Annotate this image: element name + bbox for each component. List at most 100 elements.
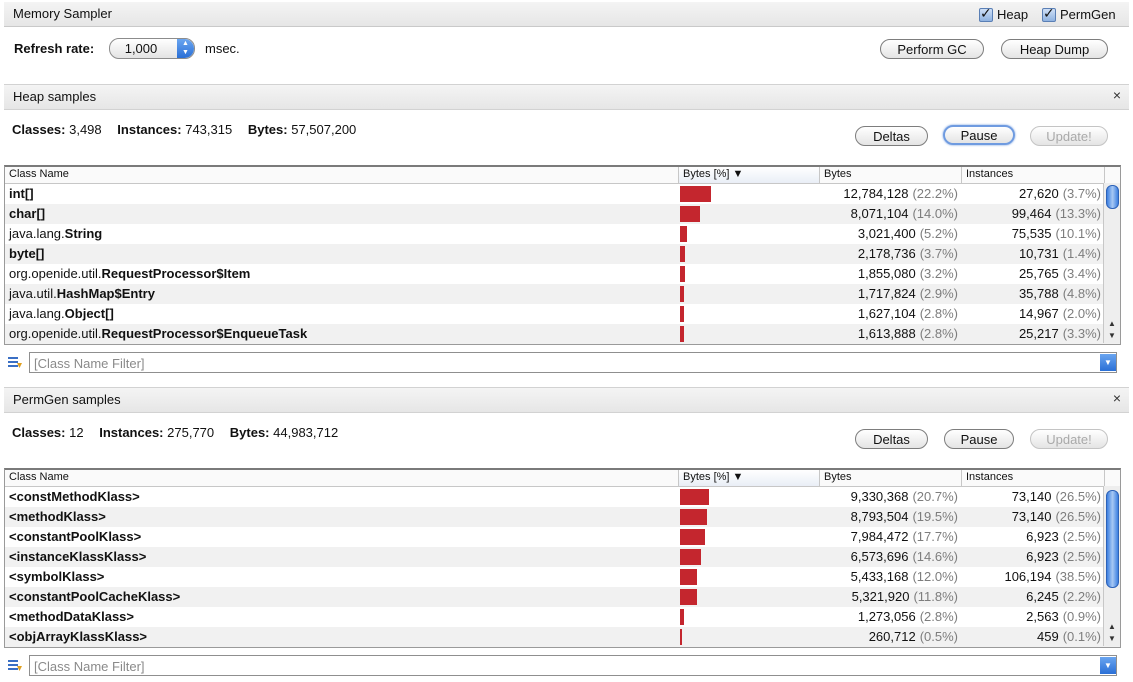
class-name-cell: char[]: [5, 204, 679, 224]
class-name-cell: <constantPoolCacheKlass>: [5, 587, 679, 607]
window-titlebar: Memory Sampler Heap PermGen: [4, 2, 1129, 27]
table-row[interactable]: org.openide.util.RequestProcessor$Item 1,…: [5, 264, 1120, 284]
instances-value: 459: [1037, 629, 1059, 644]
instances-percent: (2.2%): [1062, 589, 1101, 604]
bytes-cell: 260,712 (0.5%): [820, 627, 962, 647]
table-body: int[] 12,784,128 (22.2%) 27,620 (3.7%) char[]…: [5, 184, 1120, 344]
bytes-percent: (20.7%): [912, 489, 958, 504]
heap-update-button[interactable]: Update!: [1030, 126, 1108, 146]
bytes-percent-bar: [680, 609, 684, 625]
spinner-arrows-icon[interactable]: ▲ ▼: [177, 39, 194, 58]
class-name-cell: java.lang.String: [5, 224, 679, 244]
table-row[interactable]: <constantPoolKlass> 7,984,472 (17.7%) 6,923…: [5, 527, 1120, 547]
column-instances[interactable]: Instances: [962, 470, 1105, 486]
instances-value: 73,140: [1011, 489, 1052, 504]
class-simple-name: <methodDataKlass>: [9, 609, 134, 624]
classes-label: Classes:: [12, 122, 66, 137]
instances-value: 25,217: [1018, 326, 1059, 341]
table-row[interactable]: int[] 12,784,128 (22.2%) 27,620 (3.7%): [5, 184, 1120, 204]
refresh-rate-value: 1,000: [124, 41, 158, 56]
instances-percent: (13.3%): [1055, 206, 1101, 221]
bytes-percent-bar: [680, 549, 701, 565]
class-simple-name: char[]: [9, 206, 46, 221]
scroll-thumb[interactable]: [1106, 490, 1119, 588]
permgen-update-button[interactable]: Update!: [1030, 429, 1108, 449]
bytes-value: 5,321,920: [851, 589, 910, 604]
refresh-rate-spinner[interactable]: 1,000 ▲ ▼: [109, 38, 195, 59]
checkbox-checked-icon: [979, 5, 993, 22]
class-simple-name: Object[]: [64, 306, 114, 321]
bytes-percent: (3.7%): [919, 246, 958, 261]
heap-pause-button[interactable]: Pause: [943, 125, 1015, 145]
table-row[interactable]: <objArrayKlassKlass> 260,712 (0.5%) 459 (0.1…: [5, 627, 1120, 647]
bytes-percent: (12.0%): [912, 569, 958, 584]
column-class-name[interactable]: Class Name: [5, 167, 679, 183]
instances-value: 99,464: [1011, 206, 1052, 221]
table-row[interactable]: <instanceKlassKlass> 6,573,696 (14.6%) 6,92…: [5, 547, 1120, 567]
table-row[interactable]: <methodDataKlass> 1,273,056 (2.8%) 2,563 (0.…: [5, 607, 1120, 627]
scroll-up-icon[interactable]: ▲: [1108, 622, 1116, 631]
scroll-down-icon[interactable]: ▼: [1108, 634, 1116, 643]
bytes-value: 57,507,200: [291, 122, 357, 137]
table-row[interactable]: <constMethodKlass> 9,330,368 (20.7%) 73,140…: [5, 487, 1120, 507]
bytes-percent-bar: [680, 589, 697, 605]
permgen-class-filter-input[interactable]: [Class Name Filter] ▼: [29, 655, 1117, 676]
heap-vertical-scrollbar[interactable]: ▲ ▼: [1103, 183, 1120, 343]
bytes-percent: (14.6%): [912, 549, 958, 564]
class-simple-name: <constMethodKlass>: [9, 489, 140, 504]
class-package: org.openide.util.: [9, 326, 102, 341]
close-icon[interactable]: ×: [1112, 390, 1121, 406]
table-row[interactable]: java.lang.String 3,021,400 (5.2%) 75,535 (10…: [5, 224, 1120, 244]
table-row[interactable]: java.util.HashMap$Entry 1,717,824 (2.9%) 35…: [5, 284, 1120, 304]
permgen-checkbox-label: PermGen: [1060, 7, 1116, 22]
column-bytes[interactable]: Bytes: [820, 167, 962, 183]
permgen-checkbox[interactable]: PermGen: [1042, 5, 1116, 22]
bytes-percent: (11.8%): [913, 589, 958, 604]
bytes-percent-bar: [680, 226, 687, 242]
column-bytes[interactable]: Bytes: [820, 470, 962, 486]
permgen-samples-title: PermGen samples: [13, 392, 121, 407]
permgen-deltas-button[interactable]: Deltas: [855, 429, 928, 449]
filter-icon[interactable]: [7, 356, 23, 370]
instances-percent: (3.7%): [1062, 186, 1101, 201]
class-simple-name: <symbolKlass>: [9, 569, 105, 584]
perform-gc-button[interactable]: Perform GC: [880, 39, 984, 59]
table-row[interactable]: char[] 8,071,104 (14.0%) 99,464 (13.3%): [5, 204, 1120, 224]
filter-icon[interactable]: [7, 659, 23, 673]
close-icon[interactable]: ×: [1112, 87, 1121, 103]
scroll-down-icon[interactable]: ▼: [1108, 331, 1116, 340]
chevron-down-icon[interactable]: ▼: [1100, 657, 1116, 674]
permgen-vertical-scrollbar[interactable]: ▲ ▼: [1103, 486, 1120, 646]
column-bytes-percent[interactable]: Bytes [%] ▼: [679, 470, 820, 486]
sort-descending-icon: ▼: [732, 471, 744, 483]
bytes-label: Bytes:: [247, 122, 288, 137]
table-row[interactable]: org.openide.util.RequestProcessor$Enqueu…: [5, 324, 1120, 344]
bytes-value: 8,793,504: [850, 509, 909, 524]
heap-dump-button[interactable]: Heap Dump: [1001, 39, 1108, 59]
table-row[interactable]: <methodKlass> 8,793,504 (19.5%) 73,140 (26.5…: [5, 507, 1120, 527]
instances-cell: 73,140 (26.5%): [962, 487, 1105, 507]
scroll-up-icon[interactable]: ▲: [1108, 319, 1116, 328]
column-class-name[interactable]: Class Name: [5, 470, 679, 486]
table-row[interactable]: byte[] 2,178,736 (3.7%) 10,731 (1.4%): [5, 244, 1120, 264]
bytes-cell: 8,793,504 (19.5%): [820, 507, 962, 527]
bytes-cell: 9,330,368 (20.7%): [820, 487, 962, 507]
bytes-cell: 2,178,736 (3.7%): [820, 244, 962, 264]
chevron-down-icon[interactable]: ▼: [1100, 354, 1116, 371]
bytes-percent-cell: [679, 184, 820, 204]
heap-deltas-button[interactable]: Deltas: [855, 126, 928, 146]
table-row[interactable]: <constantPoolCacheKlass> 5,321,920 (11.8%)…: [5, 587, 1120, 607]
class-simple-name: <objArrayKlassKlass>: [9, 629, 148, 644]
heap-class-filter-input[interactable]: [Class Name Filter] ▼: [29, 352, 1117, 373]
bytes-percent: (3.2%): [919, 266, 958, 281]
table-row[interactable]: java.lang.Object[] 1,627,104 (2.8%) 14,967(…: [5, 304, 1120, 324]
scroll-thumb[interactable]: [1106, 185, 1119, 209]
class-name-cell: org.openide.util.RequestProcessor$Item: [5, 264, 679, 284]
column-bytes-percent[interactable]: Bytes [%] ▼: [679, 167, 820, 183]
heap-checkbox[interactable]: Heap: [979, 5, 1028, 22]
bytes-percent: (22.2%): [912, 186, 958, 201]
table-row[interactable]: <symbolKlass> 5,433,168 (12.0%) 106,194 (38.…: [5, 567, 1120, 587]
permgen-pause-button[interactable]: Pause: [944, 429, 1014, 449]
column-instances[interactable]: Instances: [962, 167, 1105, 183]
classes-label: Classes:: [12, 425, 66, 440]
